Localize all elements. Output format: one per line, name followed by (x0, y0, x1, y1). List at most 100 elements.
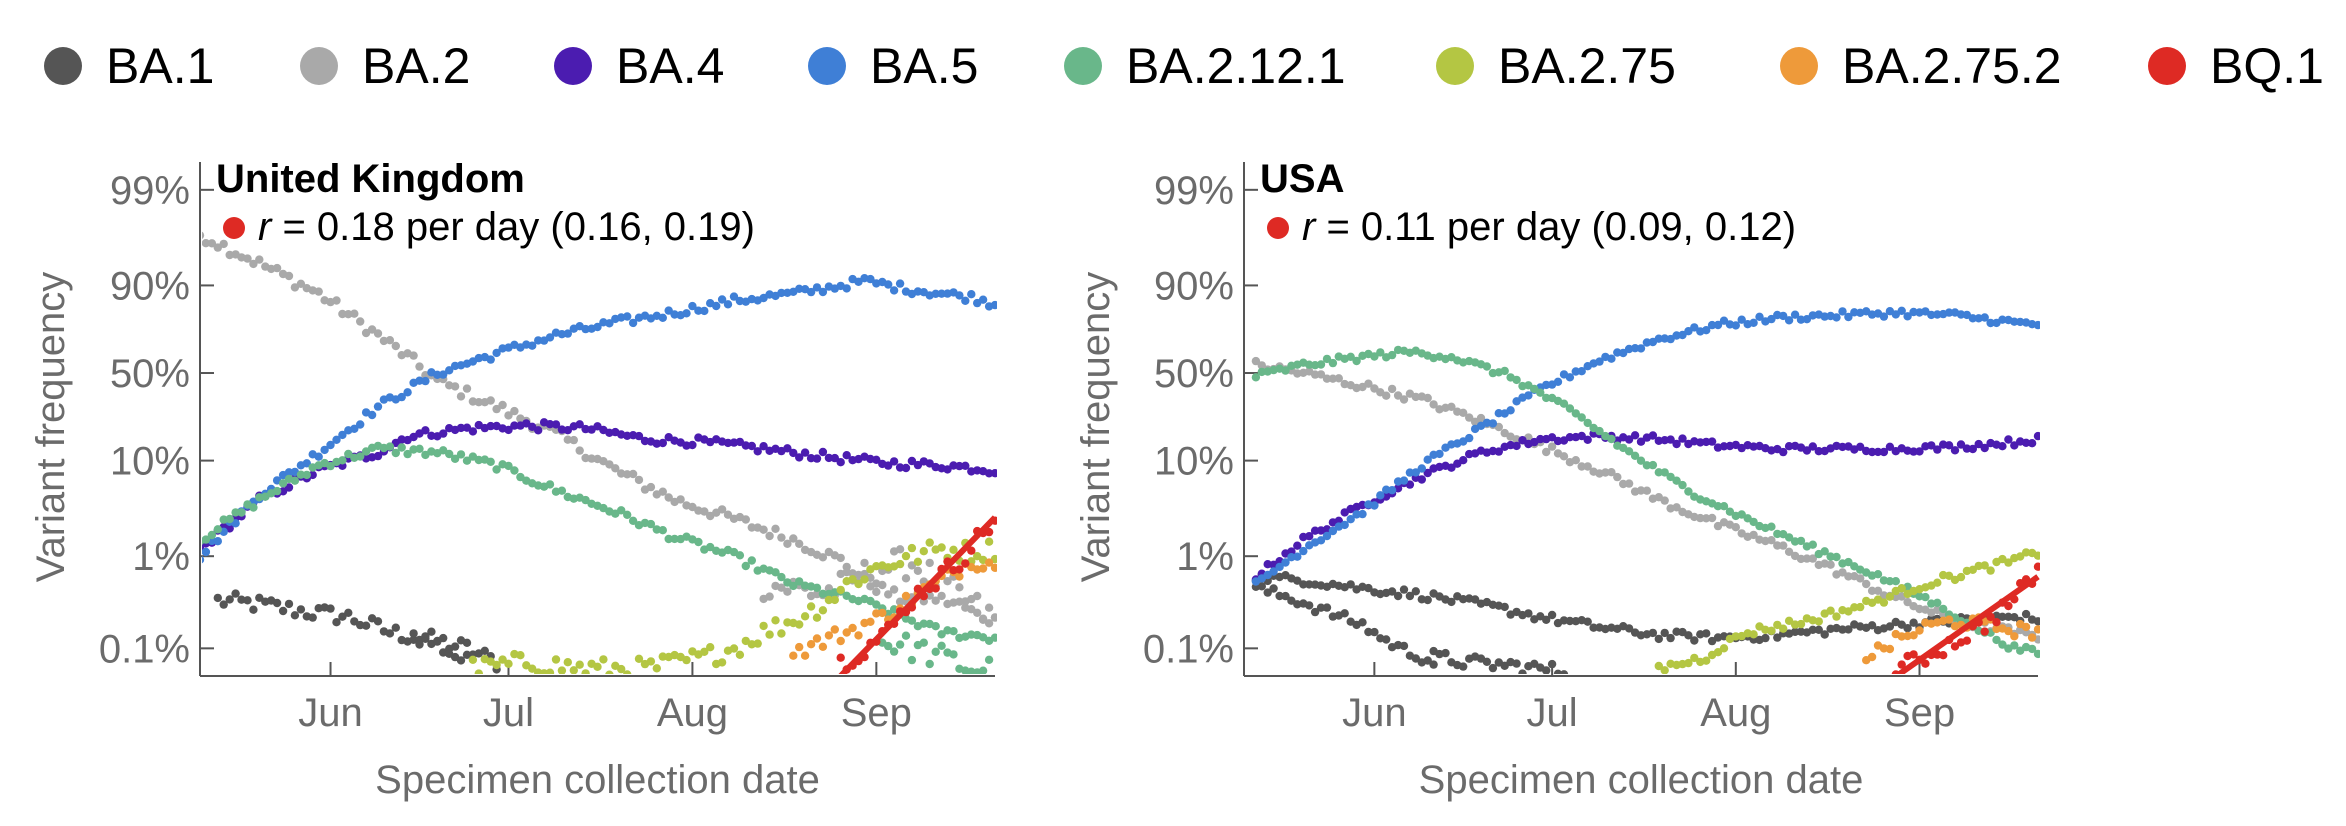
data-point (617, 664, 626, 674)
data-point (231, 508, 240, 517)
data-point (1257, 361, 1267, 370)
data-point (1399, 395, 1409, 404)
data-point (1370, 352, 1379, 361)
data-point (1885, 622, 1895, 631)
data-point (866, 617, 875, 626)
data-point (1974, 561, 1983, 571)
data-point (207, 530, 217, 540)
data-point (2004, 626, 2013, 636)
x-axis-label: Specimen collection date (1419, 758, 1864, 802)
data-point (433, 370, 442, 379)
data-point (795, 620, 804, 629)
data-point (1707, 513, 1717, 523)
data-point (884, 461, 893, 470)
data-point (984, 537, 994, 546)
data-point (688, 440, 697, 450)
data-point (1565, 404, 1575, 413)
data-point (1731, 523, 1741, 532)
chart-panel: 99% 90% 50% 10% 1% 0.1% Jun Jul Aug Sep Variant fr… (1074, 157, 2040, 802)
data-point (1281, 591, 1290, 601)
data-point (1322, 374, 1332, 383)
data-point (202, 556, 205, 564)
data-point (2021, 622, 2031, 632)
legend: BA.1 BA.2 BA.4 BA.5 BA.2.12.1 BA.2.75 BA.2.75.… (0, 0, 2346, 130)
data-point (943, 577, 952, 586)
data-point (753, 447, 762, 456)
data-point (783, 539, 792, 548)
x-tick-label: Jun (298, 691, 363, 735)
data-point (498, 400, 507, 410)
data-point (2021, 438, 2031, 447)
data-point (202, 535, 211, 544)
data-point (1589, 623, 1598, 632)
data-point (1856, 602, 1865, 612)
data-point (1299, 580, 1308, 589)
data-point (498, 655, 507, 664)
data-point (421, 632, 430, 641)
data-point (1624, 447, 1634, 456)
data-point (1891, 577, 1901, 586)
data-point (795, 539, 804, 548)
data-point (320, 445, 329, 455)
data-point (1316, 536, 1326, 545)
data-point (575, 420, 584, 429)
data-point (1275, 591, 1284, 601)
data-point (1802, 446, 1812, 455)
legend-item: BA.2 (300, 36, 470, 96)
data-point (326, 440, 335, 450)
data-point (367, 410, 377, 420)
data-point (1488, 663, 1498, 673)
data-point (1779, 447, 1788, 457)
data-point (2004, 435, 2013, 444)
data-point (806, 602, 816, 611)
data-point (326, 461, 335, 471)
data-point (1666, 472, 1675, 482)
data-point (504, 659, 513, 668)
data-point (1844, 625, 1853, 634)
legend-marker (554, 47, 592, 85)
data-point (759, 442, 768, 451)
data-point (729, 644, 739, 653)
data-point (812, 634, 822, 643)
data-point (1660, 628, 1669, 638)
data-point (243, 596, 252, 605)
data-point (1879, 598, 1889, 607)
data-point (1577, 413, 1586, 422)
data-point (1399, 585, 1409, 594)
data-point (1814, 617, 1824, 626)
data-point (1577, 462, 1586, 471)
data-point (504, 411, 513, 420)
data-point (1784, 316, 1794, 325)
annotation-symbol: r (258, 205, 273, 249)
data-point (534, 426, 543, 435)
data-point (830, 625, 839, 634)
data-point (623, 312, 632, 321)
data-point (931, 622, 940, 631)
data-point (450, 642, 460, 651)
data-point (551, 655, 561, 664)
legend-item: BA.4 (554, 36, 724, 96)
data-point (842, 568, 851, 577)
data-point (373, 451, 383, 461)
data-point (848, 575, 857, 584)
data-point (1850, 603, 1859, 612)
data-point (1844, 607, 1853, 616)
data-point (1470, 595, 1480, 604)
data-point (931, 596, 940, 605)
data-point (1405, 468, 1415, 477)
data-point (955, 461, 964, 471)
data-point (1773, 633, 1782, 642)
data-point (1980, 561, 1989, 570)
data-point (1784, 442, 1794, 451)
data-point (1927, 441, 1936, 450)
chart-panel: 99% 90% 50% 10% 1% 0.1% Jun Jul Aug Sep Variant fr… (29, 157, 997, 802)
data-point (1293, 541, 1302, 550)
data-point (658, 313, 667, 322)
data-point (290, 476, 300, 485)
data-point (421, 426, 430, 435)
data-point (789, 651, 798, 660)
data-point (1779, 311, 1788, 321)
data-point (1986, 318, 1995, 328)
data-point (2033, 320, 2040, 330)
data-point (1713, 502, 1723, 511)
